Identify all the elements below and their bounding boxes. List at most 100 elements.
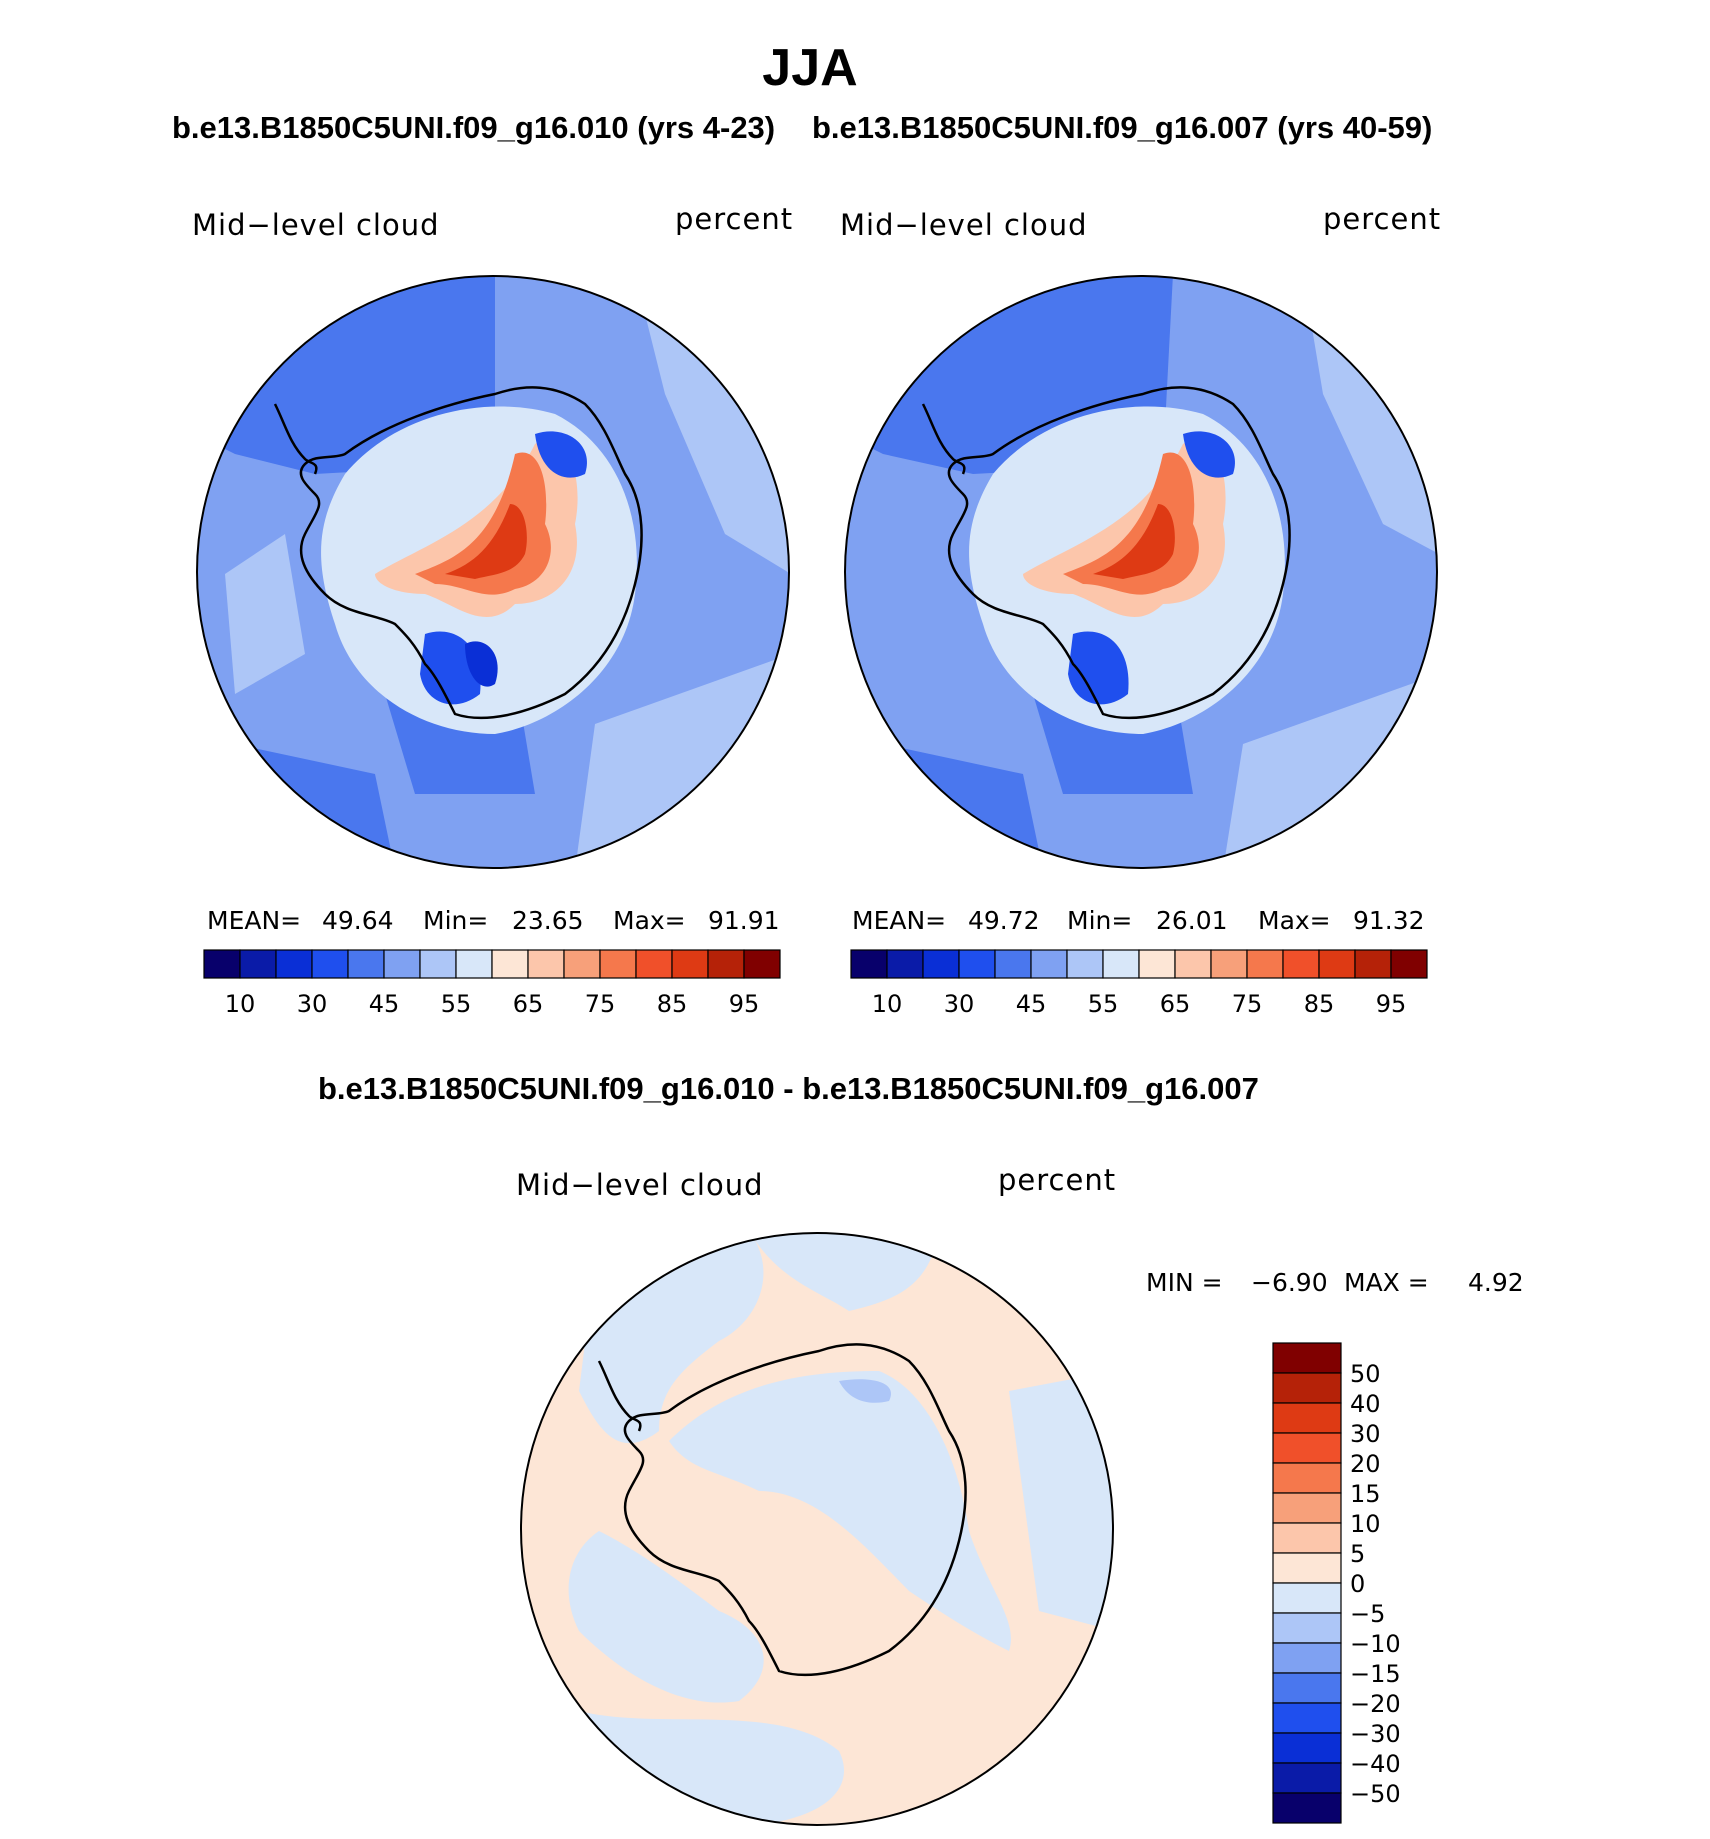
panel2-colorbar-tick-label: 45 bbox=[1015, 990, 1047, 1018]
panel1-colorbar-tick-label: 85 bbox=[656, 990, 688, 1018]
panel2-colorbar-box bbox=[886, 949, 924, 979]
panel2-colorbar-box bbox=[994, 949, 1032, 979]
panel1-colorbar-box bbox=[455, 949, 493, 979]
panel2-max-label: Max= bbox=[1258, 906, 1331, 935]
panel2-colorbar-box bbox=[1102, 949, 1140, 979]
panel1-colorbar-box bbox=[671, 949, 709, 979]
diff-colorbar-box bbox=[1272, 1792, 1342, 1824]
panel1-colorbar-box bbox=[491, 949, 529, 979]
panel1-variable-label: Mid−level cloud bbox=[192, 208, 440, 242]
panel2-units-label: percent bbox=[1323, 202, 1442, 236]
panel1-colorbar-box bbox=[203, 949, 241, 979]
panel1-units-label: percent bbox=[675, 202, 794, 236]
panel2-colorbar-tick-label: 75 bbox=[1231, 990, 1263, 1018]
diff-colorbar-tick-label: −50 bbox=[1350, 1780, 1401, 1808]
panel1-colorbar-box bbox=[419, 949, 457, 979]
figure-title: JJA bbox=[762, 39, 858, 97]
diff-colorbar-box bbox=[1272, 1702, 1342, 1734]
panel2-colorbar-box bbox=[1030, 949, 1068, 979]
panel1-colorbar-tick-label: 75 bbox=[584, 990, 616, 1018]
panel1-colorbar-box bbox=[707, 949, 745, 979]
panel1-colorbar-box bbox=[635, 949, 673, 979]
panel2-colorbar-box bbox=[1282, 949, 1320, 979]
panel2-colorbar-box bbox=[1390, 949, 1428, 979]
panel2-min-value: 26.01 bbox=[1156, 906, 1228, 935]
diff-colorbar-tick-label: 0 bbox=[1350, 1570, 1366, 1598]
diff-colorbar-box bbox=[1272, 1762, 1342, 1794]
diff-colorbar-tick-label: 10 bbox=[1350, 1510, 1381, 1538]
panel2-colorbar bbox=[850, 949, 1428, 979]
panel2-colorbar-box bbox=[958, 949, 996, 979]
diff-field-west-negative bbox=[568, 1531, 764, 1703]
diff-peninsula-coastline bbox=[597, 1360, 642, 1432]
diff-colorbar-tick-label: 30 bbox=[1350, 1420, 1381, 1448]
diff-variable-label: Mid−level cloud bbox=[516, 1168, 764, 1202]
diff-colorbar-box bbox=[1272, 1732, 1342, 1764]
diff-colorbar-box bbox=[1272, 1642, 1342, 1674]
panel1-field-peak-core bbox=[445, 504, 527, 579]
panel2-colorbar-box bbox=[922, 949, 960, 979]
diff-colorbar-labels: 50 40 30 20 15 10 5 0 −5 −10 −15 −20 −30 −40 −50 bbox=[1350, 1343, 1460, 1823]
panel2-variable-label: Mid−level cloud bbox=[840, 208, 1088, 242]
panel2-colorbar-tick-label: 10 bbox=[871, 990, 903, 1018]
panel2-colorbar-tick-label: 95 bbox=[1375, 990, 1407, 1018]
panel1-max-value: 91.91 bbox=[708, 906, 780, 935]
top-subtitle-left: b.e13.B1850C5UNI.f09_g16.010 (yrs 4-23) bbox=[172, 110, 776, 145]
panel2-colorbar-box bbox=[1318, 949, 1356, 979]
diff-coastline bbox=[623, 1343, 967, 1677]
diff-colorbar-tick-label: 40 bbox=[1350, 1390, 1381, 1418]
panel1-colorbar-tick-label: 30 bbox=[296, 990, 328, 1018]
panel2-min-label: Min= bbox=[1067, 906, 1133, 935]
panel1-map bbox=[196, 275, 790, 869]
panel2-colorbar-tick-label: 55 bbox=[1087, 990, 1119, 1018]
panel2-field-peak-core bbox=[1093, 504, 1175, 579]
panel2-colorbar-tick-label: 65 bbox=[1159, 990, 1191, 1018]
diff-colorbar-box bbox=[1272, 1372, 1342, 1404]
panel2-colorbar-tick-label: 30 bbox=[943, 990, 975, 1018]
panel1-colorbar-labels: 10 30 45 55 65 75 85 95 bbox=[204, 990, 780, 1020]
panel1-colorbar-box bbox=[383, 949, 421, 979]
diff-colorbar-tick-label: −30 bbox=[1350, 1720, 1401, 1748]
panel1-colorbar-tick-label: 65 bbox=[512, 990, 544, 1018]
panel1-colorbar-box bbox=[239, 949, 277, 979]
diff-colorbar-box bbox=[1272, 1492, 1342, 1524]
panel1-colorbar-box bbox=[743, 949, 781, 979]
panel1-colorbar-tick-label: 45 bbox=[368, 990, 400, 1018]
panel1-colorbar-box bbox=[275, 949, 313, 979]
panel1-field-low-core bbox=[465, 641, 498, 687]
panel1-map-border bbox=[196, 275, 790, 869]
panel1-colorbar-box bbox=[311, 949, 349, 979]
diff-field-top-negative bbox=[749, 1233, 939, 1311]
panel1-colorbar-tick-label: 55 bbox=[440, 990, 472, 1018]
panel1-coastline bbox=[299, 386, 643, 720]
diff-colorbar-box bbox=[1272, 1552, 1342, 1584]
diff-colorbar-tick-label: 20 bbox=[1350, 1450, 1381, 1478]
panel2-field-low-south bbox=[1068, 631, 1129, 705]
diff-units-label: percent bbox=[998, 1163, 1117, 1197]
panel2-mean-label: MEAN= bbox=[852, 906, 947, 935]
panel2-coastline bbox=[947, 386, 1291, 720]
diff-min-label: MIN = bbox=[1146, 1268, 1223, 1297]
diff-colorbar-box bbox=[1272, 1522, 1342, 1554]
diff-max-value: 4.92 bbox=[1468, 1268, 1524, 1297]
panel2-colorbar-box bbox=[1066, 949, 1104, 979]
panel2-colorbar-box bbox=[1354, 949, 1392, 979]
diff-colorbar-box bbox=[1272, 1582, 1342, 1614]
panel2-colorbar-box bbox=[1210, 949, 1248, 979]
panel2-colorbar-box bbox=[1138, 949, 1176, 979]
panel1-colorbar-box bbox=[599, 949, 637, 979]
panel2-max-value: 91.32 bbox=[1353, 906, 1425, 935]
panel2-map-border bbox=[844, 275, 1438, 869]
diff-max-label: MAX = bbox=[1344, 1268, 1429, 1297]
panel1-mean-value: 49.64 bbox=[322, 906, 394, 935]
diff-colorbar-box bbox=[1272, 1342, 1342, 1374]
diff-colorbar-tick-label: 15 bbox=[1350, 1480, 1381, 1508]
diff-colorbar-box bbox=[1272, 1462, 1342, 1494]
diff-map-border bbox=[520, 1232, 1114, 1826]
panel2-peninsula-coastline bbox=[921, 403, 966, 475]
diff-colorbar-tick-label: −40 bbox=[1350, 1750, 1401, 1778]
diff-colorbar-box bbox=[1272, 1612, 1342, 1644]
panel2-colorbar-labels: 10 30 45 55 65 75 85 95 bbox=[851, 990, 1427, 1020]
diff-field-east-negative bbox=[1009, 1371, 1113, 1631]
diff-map bbox=[520, 1232, 1114, 1826]
